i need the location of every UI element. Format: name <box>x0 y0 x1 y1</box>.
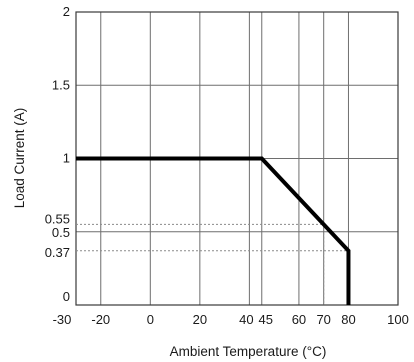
tick-labels: -30 -20 0 20 40 45 60 70 80 100 0 0.37 0.50.55 1 1.5 2 <box>45 4 409 327</box>
y-tick-label: 1 <box>63 151 70 166</box>
x-tick-label: 100 <box>387 312 409 327</box>
y-tick-label: 0.37 <box>45 245 70 260</box>
reference-lines <box>76 223 349 305</box>
x-tick-label: 0 <box>147 312 154 327</box>
series <box>76 156 351 305</box>
y-tick-label: 0 <box>63 289 70 304</box>
y-tick-label: 2 <box>63 4 70 19</box>
series-line-0 <box>76 156 351 305</box>
x-tick-label: 60 <box>292 312 306 327</box>
x-tick-label: -30 <box>53 312 72 327</box>
x-tick-label: 20 <box>193 312 207 327</box>
y-tick-label: 0.5 <box>52 225 70 240</box>
y-tick-label: 1.5 <box>52 77 70 92</box>
x-axis-label: Ambient Temperature (°C) <box>170 344 327 359</box>
y-tick-label: 0.55 <box>45 211 70 226</box>
x-tick-label: 80 <box>341 312 355 327</box>
x-tick-label: 70 <box>316 312 330 327</box>
y-axis-label: Load Current (A) <box>12 108 27 209</box>
x-tick-label: 45 <box>259 312 273 327</box>
x-tick-label: 40 <box>239 312 253 327</box>
reference-line-0 <box>76 223 325 305</box>
x-tick-label: -20 <box>91 312 110 327</box>
